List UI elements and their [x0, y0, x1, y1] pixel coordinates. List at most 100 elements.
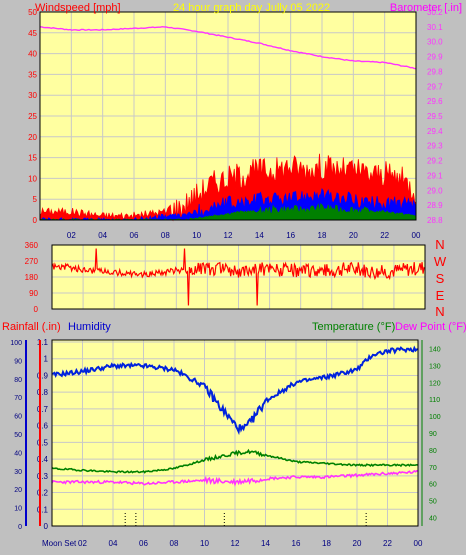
baro-y-tick-label: 30.2 — [427, 8, 443, 17]
humidity-y-tick-label: 90 — [14, 358, 22, 365]
wind-x-tick-label: 06 — [130, 231, 139, 240]
dewpoint-title: Dew Point (°F) — [395, 321, 466, 333]
rain-y-tick-label: 0.3 — [37, 472, 49, 481]
rain-y-tick-label: 0.6 — [37, 422, 49, 431]
temperature-title: Temperature (°F) — [312, 321, 395, 333]
rain-x-tick-label: 16 — [292, 539, 301, 548]
wind-y-tick-label: 20 — [28, 133, 37, 142]
rain-x-tick-label: 22 — [383, 539, 392, 548]
wind-y-tick-label: 15 — [28, 154, 37, 163]
humidity-y-tick-label: 70 — [14, 395, 22, 402]
wind-y-tick-label: 45 — [28, 29, 37, 38]
wind-x-tick-label: 08 — [161, 231, 170, 240]
wind-y-tick-label: 0 — [33, 216, 38, 225]
windspeed-title: Windspeed [mph] — [35, 2, 121, 14]
baro-y-tick-label: 29.5 — [427, 112, 443, 121]
compass-s: S — [436, 271, 445, 286]
direction-plot-frame — [51, 244, 426, 310]
rain-y-tick-label: 0.4 — [37, 455, 49, 464]
humidity-y-tick-label: 10 — [14, 506, 22, 513]
dir-y-tick-label: 0 — [34, 305, 39, 314]
rain-y-tick-label: 0 — [44, 522, 49, 531]
dir-y-tick-label: 360 — [25, 241, 39, 250]
temp-y-tick-label: 90 — [429, 431, 437, 438]
dir-y-tick-label: 180 — [25, 273, 39, 282]
temp-y-tick-label: 100 — [429, 414, 441, 421]
baro-y-tick-label: 28.9 — [427, 201, 443, 210]
compass-n-top: N — [435, 237, 444, 252]
rain-x-tick-label: 00 — [414, 539, 423, 548]
direction-series — [51, 248, 426, 306]
wind-x-tick-label: 00 — [412, 231, 421, 240]
wind-x-tick-label: 18 — [318, 231, 327, 240]
baro-y-tick-label: 29.9 — [427, 53, 443, 62]
temp-y-tick-label: 60 — [429, 482, 437, 489]
temp-y-tick-label: 140 — [429, 346, 441, 353]
rainfall-title: Rainfall (.in) — [2, 321, 61, 333]
baro-y-tick-label: 29.1 — [427, 171, 443, 180]
rain-x-tick-label: 10 — [200, 539, 209, 548]
baro-y-tick-label: 28.8 — [427, 216, 443, 225]
humidity-y-tick-label: 30 — [14, 469, 22, 476]
rain-y-tick-label: 0.7 — [37, 405, 49, 414]
compass-w: W — [434, 254, 447, 269]
dewpoint-series — [51, 469, 419, 487]
rain-y-tick-label: 1.1 — [37, 338, 49, 347]
rain-y-tick-label: 0.2 — [37, 489, 49, 498]
graph-title: 24 hour graph day Jully 05 2022 — [173, 2, 330, 14]
humidity-y-tick-label: 60 — [14, 414, 22, 421]
rain-x-tick-label: 04 — [109, 539, 118, 548]
temp-y-tick-label: 110 — [429, 397, 440, 404]
rain-y-tick-label: 0.5 — [37, 438, 49, 447]
rain-y-tick-label: 0.1 — [37, 505, 49, 514]
wind-x-tick-label: 04 — [98, 231, 107, 240]
baro-y-tick-label: 29.4 — [427, 127, 443, 136]
humidity-title: Humidity — [68, 321, 111, 333]
wind-y-tick-label: 35 — [28, 70, 37, 79]
baro-y-tick-label: 29.6 — [427, 97, 443, 106]
axis-layer: 02 04 06 08 10 12 14 16 18 20 22 000510152025303540… — [10, 8, 443, 548]
baro-y-tick-label: 30.1 — [427, 23, 443, 32]
humidity-y-tick-label: 0 — [18, 524, 22, 531]
temp-y-tick-label: 120 — [429, 380, 441, 387]
rain-x-tick-label: 06 — [139, 539, 148, 548]
rain-x-tick-label: 14 — [261, 539, 270, 548]
temp-y-tick-label: 130 — [429, 363, 441, 370]
baro-y-tick-label: 29.2 — [427, 157, 443, 166]
wind-x-tick-label: 22 — [380, 231, 389, 240]
rain-plot-frame — [51, 339, 419, 527]
baro-y-tick-label: 29.7 — [427, 82, 443, 91]
wind-x-tick-label: 14 — [255, 231, 264, 240]
humidity-y-tick-label: 20 — [14, 487, 22, 494]
wind-x-tick-label: 12 — [224, 231, 233, 240]
humidity-y-tick-label: 50 — [14, 432, 22, 439]
compass-e: E — [436, 288, 445, 303]
rain-x-tick-label: 18 — [322, 539, 331, 548]
wind-y-tick-label: 5 — [33, 195, 38, 204]
rain-y-tick-label: 0.8 — [37, 388, 49, 397]
barometer-series — [39, 25, 417, 70]
rain-x-tick-label: 12 — [231, 539, 240, 548]
wind-y-tick-label: 30 — [28, 91, 37, 100]
wind-y-tick-label: 50 — [28, 8, 37, 17]
wind-x-tick-label: 16 — [286, 231, 295, 240]
dir-y-tick-label: 270 — [25, 257, 39, 266]
temp-y-tick-label: 40 — [429, 516, 437, 523]
moon-set-label: Moon Set — [42, 539, 77, 548]
wind-y-tick-label: 10 — [28, 174, 37, 183]
temperature-series — [51, 448, 419, 474]
humidity-series — [51, 345, 419, 436]
humidity-y-tick-label: 80 — [14, 377, 22, 384]
baro-y-tick-label: 29.3 — [427, 142, 443, 151]
baro-y-tick-label: 29.0 — [427, 186, 443, 195]
baro-y-tick-label: 30.0 — [427, 38, 443, 47]
dir-y-tick-label: 90 — [29, 289, 38, 298]
humidity-y-tick-label: 100 — [10, 340, 22, 347]
wind-x-tick-label: 20 — [349, 231, 358, 240]
rain-y-tick-label: 0.9 — [37, 371, 49, 380]
wind-plot-frame — [39, 11, 417, 221]
rain-x-tick-label: 08 — [170, 539, 179, 548]
temp-y-tick-label: 80 — [429, 448, 437, 455]
